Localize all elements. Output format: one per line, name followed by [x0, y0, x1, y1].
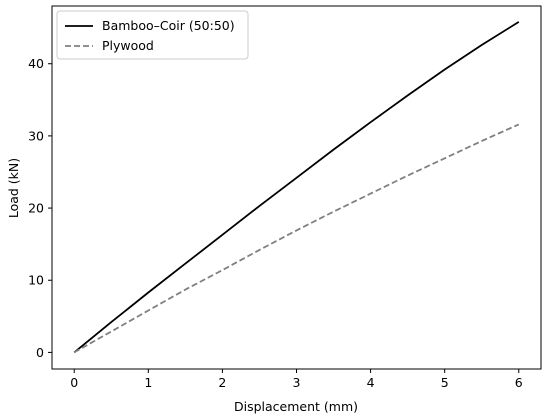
x-tick-label: 0	[70, 375, 78, 390]
x-tick-label: 2	[218, 375, 226, 390]
y-tick-label: 40	[28, 56, 44, 71]
series-layer	[73, 21, 520, 354]
x-axis-label: Displacement (mm)	[234, 399, 358, 414]
legend-box	[56, 10, 249, 60]
x-tick-label: 6	[515, 375, 523, 390]
y-tick-label: 30	[28, 128, 44, 143]
x-tick-label: 3	[293, 375, 301, 390]
legend: Bamboo–Coir (50:50) Plywood	[56, 10, 249, 60]
y-axis-label: Load (kN)	[6, 158, 21, 218]
y-tick-label: 10	[28, 273, 44, 288]
legend-label-bamboo-coir: Bamboo–Coir (50:50)	[102, 18, 235, 33]
y-tick-label: 0	[36, 345, 44, 360]
x-tick-label: 5	[441, 375, 449, 390]
x-tick-label: 4	[367, 375, 375, 390]
legend-label-plywood: Plywood	[102, 38, 154, 53]
y-tick-label: 20	[28, 201, 44, 216]
x-tick-label: 1	[144, 375, 152, 390]
series-line-plywood	[73, 123, 520, 354]
plot-area	[51, 5, 542, 370]
series-line-bamboo-coir	[73, 21, 520, 354]
x-axis-ticks: 0 1 2 3 4 5 6	[70, 369, 523, 390]
y-axis-ticks: 0 10 20 30 40	[28, 56, 52, 360]
